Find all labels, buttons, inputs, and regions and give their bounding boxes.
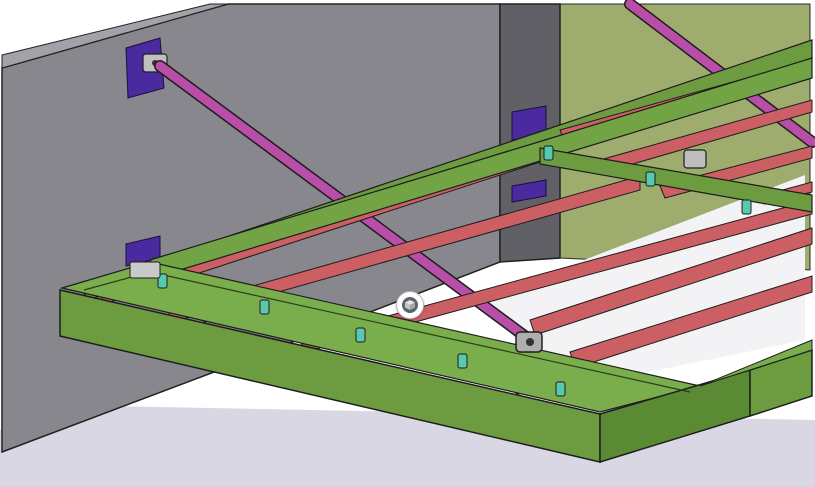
frame-right-top	[699, 339, 813, 387]
anchor-plate-mid	[511, 105, 547, 203]
frame-mid-beam	[539, 147, 813, 213]
wall-bracket-lower	[129, 261, 161, 279]
concrete-wall-top	[1, 3, 229, 69]
view-center-marker[interactable]	[396, 291, 424, 319]
brace-fitting-bottom	[515, 331, 543, 353]
brace-fitting-right	[683, 149, 707, 169]
view-center-cube-icon	[402, 297, 418, 313]
connection-clips	[157, 145, 752, 397]
